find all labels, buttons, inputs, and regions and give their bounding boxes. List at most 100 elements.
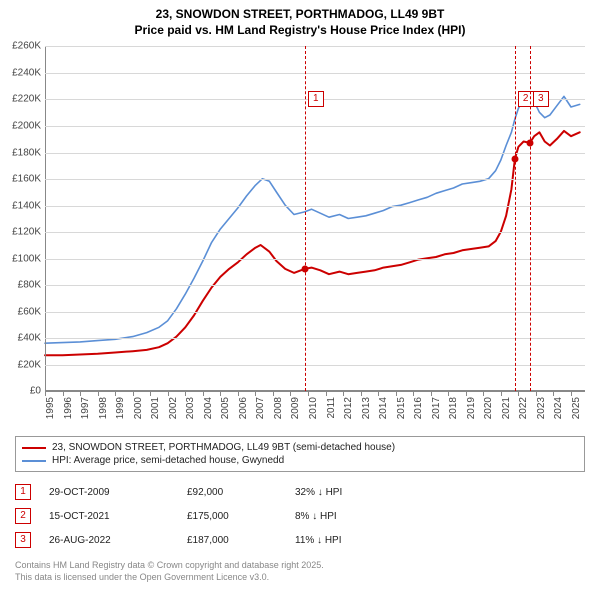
y-tick-label: £20K [18,359,41,370]
x-tick-label: 2000 [133,397,144,419]
sale-dot [511,156,518,163]
y-tick-label: £140K [12,200,41,211]
x-tick [466,391,467,396]
y-gridline [45,312,585,313]
x-tick-label: 2008 [273,397,284,419]
x-tick [203,391,204,396]
marker-line [530,46,531,391]
x-tick-label: 2024 [553,397,564,419]
marker-table-row: 326-AUG-2022£187,00011% ↓ HPI [15,528,585,552]
x-tick-label: 2025 [571,397,582,419]
y-gridline [45,126,585,127]
footer-line-1: Contains HM Land Registry data © Crown c… [15,560,585,572]
x-tick [150,391,151,396]
legend-row: HPI: Average price, semi-detached house,… [22,454,578,467]
x-tick [45,391,46,396]
x-tick [273,391,274,396]
x-tick-label: 2003 [185,397,196,419]
x-tick [63,391,64,396]
y-tick-label: £40K [18,333,41,344]
x-tick [413,391,414,396]
marker-table-date: 29-OCT-2009 [49,487,169,498]
y-gridline [45,206,585,207]
marker-table-numbox: 1 [15,484,31,500]
x-tick [378,391,379,396]
x-tick [290,391,291,396]
y-tick-label: £120K [12,227,41,238]
chart-legend: 23, SNOWDON STREET, PORTHMADOG, LL49 9BT… [15,436,585,472]
x-tick [536,391,537,396]
title-line-1: 23, SNOWDON STREET, PORTHMADOG, LL49 9BT [0,6,600,22]
x-tick-label: 1998 [98,397,109,419]
x-tick [133,391,134,396]
marker-table-price: £92,000 [187,487,277,498]
x-tick-label: 2010 [308,397,319,419]
y-tick-label: £180K [12,147,41,158]
y-gridline [45,179,585,180]
x-tick-label: 2002 [168,397,179,419]
x-tick-label: 2021 [501,397,512,419]
x-tick [501,391,502,396]
legend-label: 23, SNOWDON STREET, PORTHMADOG, LL49 9BT… [52,442,395,453]
y-tick-label: £60K [18,306,41,317]
marker-table-date: 15-OCT-2021 [49,511,169,522]
marker-table-date: 26-AUG-2022 [49,535,169,546]
x-tick [483,391,484,396]
chart-footer: Contains HM Land Registry data © Crown c… [15,560,585,583]
x-tick [220,391,221,396]
x-tick-label: 2023 [536,397,547,419]
x-tick [396,391,397,396]
legend-swatch [22,447,46,449]
legend-label: HPI: Average price, semi-detached house,… [52,455,284,466]
x-tick-label: 2012 [343,397,354,419]
x-tick [431,391,432,396]
x-tick-label: 1997 [80,397,91,419]
x-tick [80,391,81,396]
y-gridline [45,73,585,74]
y-tick-label: £0 [30,386,41,397]
chart-title: 23, SNOWDON STREET, PORTHMADOG, LL49 9BT… [0,0,600,38]
marker-table-delta: 8% ↓ HPI [295,511,337,522]
x-tick-label: 2020 [483,397,494,419]
x-tick-label: 2005 [220,397,231,419]
marker-number-box: 2 [518,91,534,107]
marker-line [515,46,516,391]
x-tick-label: 2004 [203,397,214,419]
sale-dot [526,140,533,147]
sale-dot [301,266,308,273]
y-gridline [45,365,585,366]
y-tick-label: £80K [18,280,41,291]
y-gridline [45,232,585,233]
marker-table-numbox: 2 [15,508,31,524]
x-tick-label: 1999 [115,397,126,419]
x-tick [255,391,256,396]
x-tick [168,391,169,396]
y-gridline [45,285,585,286]
x-tick-label: 1995 [45,397,56,419]
y-gridline [45,259,585,260]
legend-swatch [22,460,46,462]
footer-line-2: This data is licensed under the Open Gov… [15,572,585,584]
x-tick-label: 2011 [326,397,337,419]
x-tick-label: 2018 [448,397,459,419]
x-tick-label: 1996 [63,397,74,419]
x-tick-label: 2014 [378,397,389,419]
x-tick [518,391,519,396]
x-tick [571,391,572,396]
y-tick-label: £240K [12,67,41,78]
x-tick-label: 2017 [431,397,442,419]
x-tick [308,391,309,396]
x-tick-label: 2016 [413,397,424,419]
marker-table-row: 215-OCT-2021£175,0008% ↓ HPI [15,504,585,528]
y-tick-label: £200K [12,120,41,131]
x-tick-label: 2015 [396,397,407,419]
x-tick-label: 2007 [255,397,266,419]
marker-table-numbox: 3 [15,532,31,548]
x-tick [115,391,116,396]
x-tick [361,391,362,396]
x-tick-label: 2001 [150,397,161,419]
y-tick-label: £160K [12,174,41,185]
marker-table-delta: 11% ↓ HPI [295,535,342,546]
x-tick-label: 2022 [518,397,529,419]
y-gridline [45,338,585,339]
